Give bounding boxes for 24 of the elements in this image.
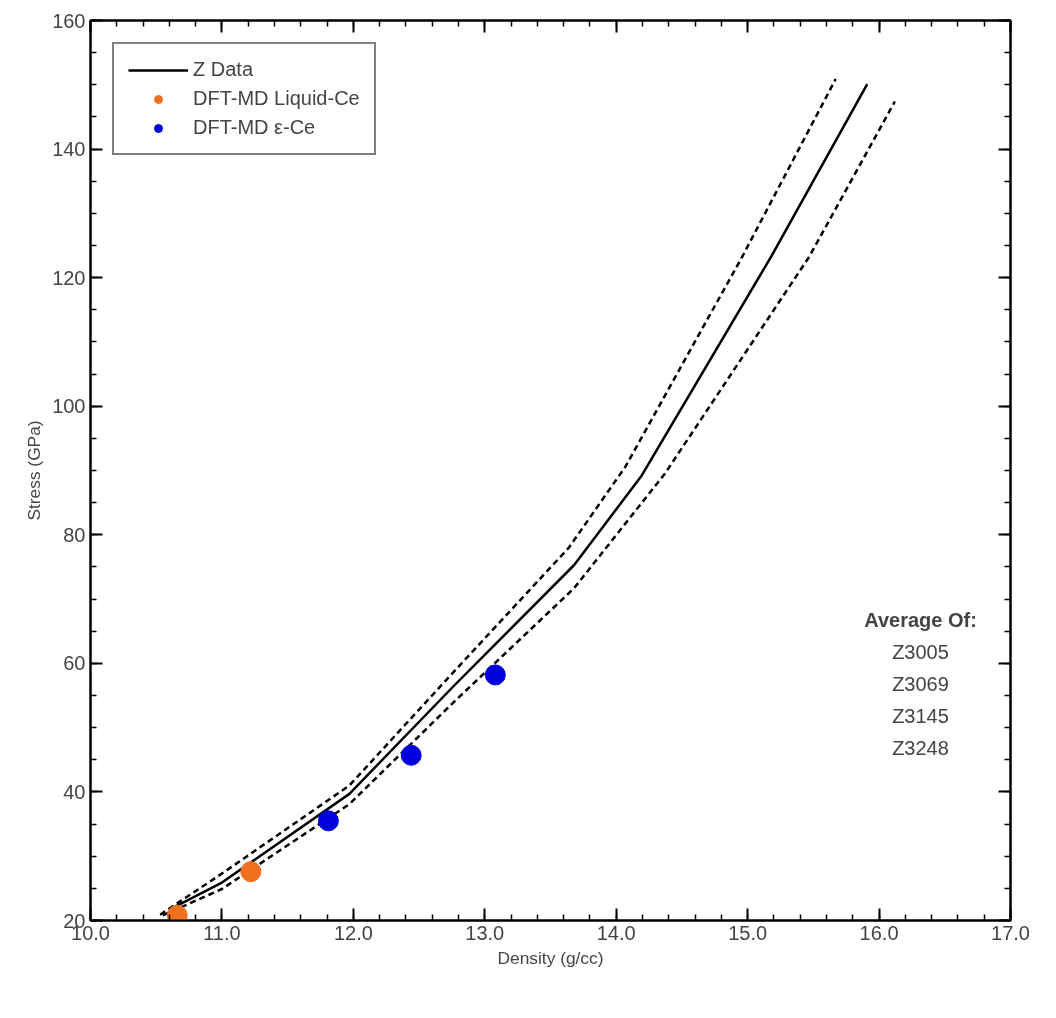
annotation: Z3145 bbox=[892, 704, 949, 727]
legend-label: DFT-MD Liquid-Ce bbox=[193, 87, 360, 110]
y-tick-label: 140 bbox=[52, 138, 86, 161]
legend-label: Z Data bbox=[193, 58, 254, 81]
x-tick-label: 12.0 bbox=[333, 921, 373, 944]
annotation: Average Of: bbox=[864, 608, 977, 631]
x-tick-label: 17.0 bbox=[991, 921, 1030, 944]
x-axis-title: Density (g/cc) bbox=[497, 947, 604, 968]
annotation: Z3005 bbox=[892, 640, 949, 663]
x-tick-label: 11.0 bbox=[203, 921, 241, 944]
annotation: Z3069 bbox=[892, 672, 949, 695]
y-tick-label: 40 bbox=[63, 780, 86, 803]
y-tick-label: 160 bbox=[52, 9, 86, 32]
y-tick-label: 100 bbox=[52, 395, 86, 418]
y-tick-label: 80 bbox=[63, 523, 86, 546]
x-tick-label: 15.0 bbox=[728, 921, 768, 944]
x-tick-label: 14.0 bbox=[596, 921, 636, 944]
x-tick-label: 16.0 bbox=[859, 921, 899, 944]
legend-label: DFT-MD ε-Ce bbox=[193, 116, 316, 139]
y-axis-title: Stress (GPa) bbox=[24, 420, 45, 521]
y-tick-label: 120 bbox=[52, 266, 86, 289]
annotation: Z3248 bbox=[892, 736, 949, 759]
x-tick-label: 13.0 bbox=[465, 921, 505, 944]
y-tick-label: 60 bbox=[63, 652, 86, 675]
